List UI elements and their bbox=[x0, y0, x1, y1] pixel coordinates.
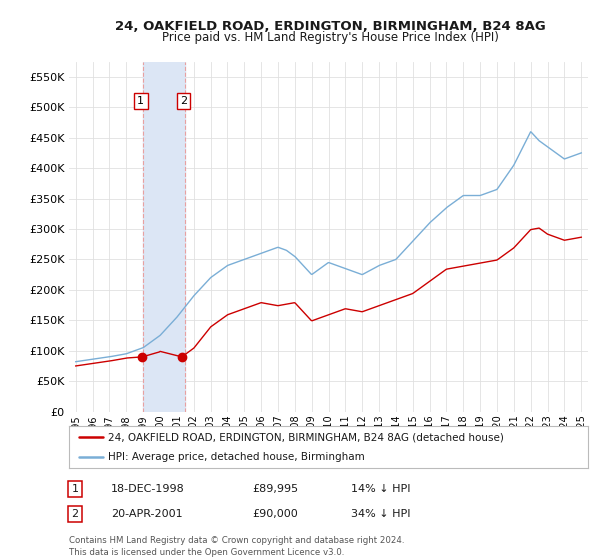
Text: 20-APR-2001: 20-APR-2001 bbox=[111, 509, 182, 519]
Text: HPI: Average price, detached house, Birmingham: HPI: Average price, detached house, Birm… bbox=[108, 452, 365, 462]
Text: £90,000: £90,000 bbox=[252, 509, 298, 519]
Text: 18-DEC-1998: 18-DEC-1998 bbox=[111, 484, 185, 494]
Text: 1: 1 bbox=[71, 484, 79, 494]
Text: 34% ↓ HPI: 34% ↓ HPI bbox=[351, 509, 410, 519]
Text: 1: 1 bbox=[137, 96, 144, 106]
Text: 2: 2 bbox=[71, 509, 79, 519]
Text: 2: 2 bbox=[180, 96, 187, 106]
Text: 24, OAKFIELD ROAD, ERDINGTON, BIRMINGHAM, B24 8AG (detached house): 24, OAKFIELD ROAD, ERDINGTON, BIRMINGHAM… bbox=[108, 432, 504, 442]
Bar bbox=[143, 62, 185, 412]
Text: Contains HM Land Registry data © Crown copyright and database right 2024.
This d: Contains HM Land Registry data © Crown c… bbox=[69, 536, 404, 557]
Text: Price paid vs. HM Land Registry's House Price Index (HPI): Price paid vs. HM Land Registry's House … bbox=[161, 31, 499, 44]
Text: 14% ↓ HPI: 14% ↓ HPI bbox=[351, 484, 410, 494]
Text: £89,995: £89,995 bbox=[252, 484, 298, 494]
Text: 24, OAKFIELD ROAD, ERDINGTON, BIRMINGHAM, B24 8AG: 24, OAKFIELD ROAD, ERDINGTON, BIRMINGHAM… bbox=[115, 20, 545, 32]
